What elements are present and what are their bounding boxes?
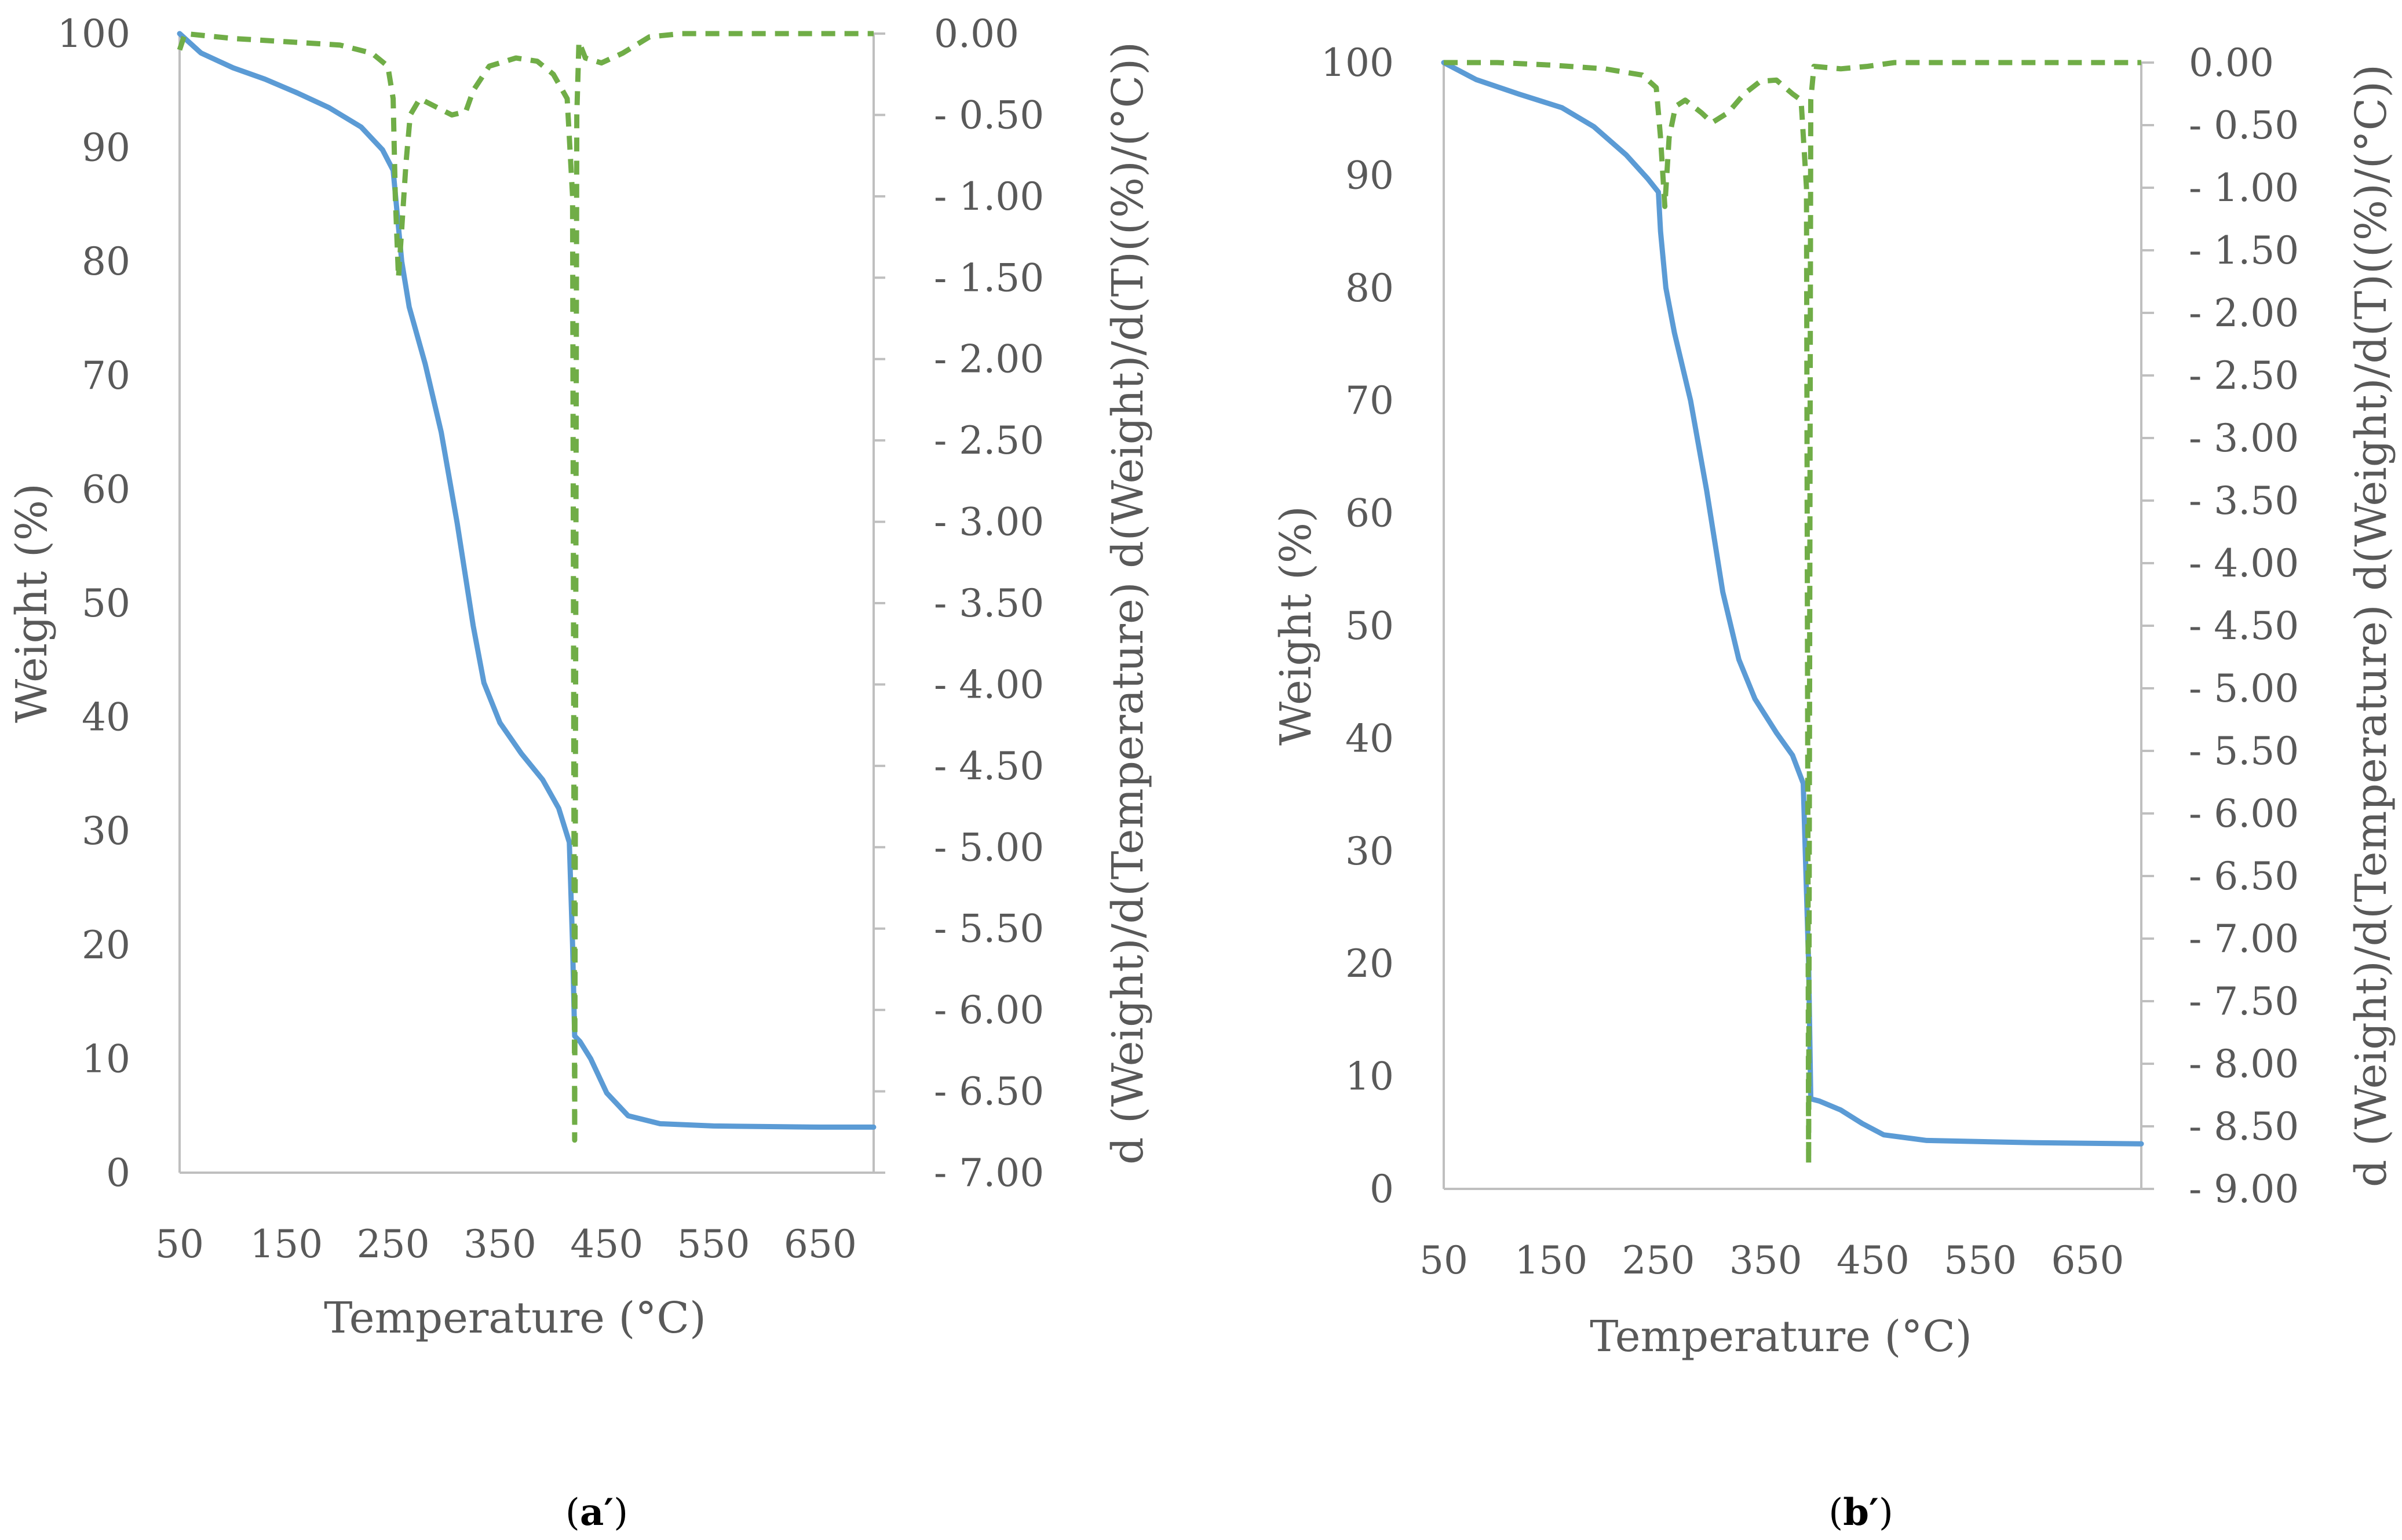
y-tick-label: 0 xyxy=(106,1151,130,1195)
weight-series-line xyxy=(1441,60,2144,1147)
y-tick-label: 10 xyxy=(82,1037,130,1081)
y2-tick-label: - 7.00 xyxy=(934,1151,1044,1195)
y2-tick-label: - 9.00 xyxy=(2189,1167,2299,1211)
chart-panel-b: 0 10 20 30 40 50 60 70 80 90 100 0.00 - 0.50 - 1.00 - … xyxy=(1271,41,2396,1534)
x-tick-label: 250 xyxy=(1622,1238,1695,1283)
y2-tick-label: - 1.00 xyxy=(934,174,1044,219)
y2-tick-label: - 7.50 xyxy=(2189,979,2299,1024)
y2-axis-title: d (Weight)/d(Temperature) d(Weight)/d(T)… xyxy=(2346,64,2396,1187)
x-tick-label: 50 xyxy=(155,1222,204,1267)
y2-tick-label: - 1.00 xyxy=(2189,166,2299,210)
panel-caption: (b′) xyxy=(1828,1491,1893,1534)
y2-tick-label: - 4.50 xyxy=(934,744,1044,789)
panel-caption-part: b′ xyxy=(1843,1491,1879,1534)
x-tick-label: 450 xyxy=(570,1222,643,1267)
y2-tick-label: 0.00 xyxy=(2189,41,2274,85)
y2-tick-label: - 5.00 xyxy=(2189,666,2299,711)
y2-tick-label: - 5.50 xyxy=(2189,729,2299,773)
y-tick-label: 40 xyxy=(1345,716,1394,761)
y-tick-label: 0 xyxy=(1370,1167,1394,1211)
y2-tick-label: - 8.00 xyxy=(2189,1042,2299,1086)
panel-caption-part: ) xyxy=(614,1491,628,1534)
y-tick-label: 80 xyxy=(82,239,130,284)
y2-tick-label: - 4.00 xyxy=(934,662,1044,707)
y2-tick-label: - 7.00 xyxy=(2189,917,2299,961)
y2-tick-label: - 2.00 xyxy=(2189,291,2299,335)
panel-caption-part: ( xyxy=(1828,1491,1843,1534)
x-tick-label: 350 xyxy=(463,1222,536,1267)
y2-tick-label: - 1.50 xyxy=(934,256,1044,300)
x-tick-label: 50 xyxy=(1419,1238,1468,1283)
y2-tick-label: - 2.50 xyxy=(2189,353,2299,398)
y2-tick-label: - 2.00 xyxy=(934,337,1044,382)
y2-tick-label: - 2.50 xyxy=(934,418,1044,463)
y2-tick-label: - 0.50 xyxy=(934,93,1044,137)
y2-tick-label: - 4.50 xyxy=(2189,604,2299,648)
x-tick-label: 550 xyxy=(1944,1238,2017,1283)
y-tick-label: 70 xyxy=(82,353,130,398)
chart-panel-a: 0 10 20 30 40 50 60 70 80 90 100 0.00 - 0.50 - 1.00 - … xyxy=(7,12,1153,1534)
y-tick-label: 60 xyxy=(82,467,130,512)
y2-tick-label: - 6.00 xyxy=(2189,791,2299,836)
y-tick-label: 100 xyxy=(57,12,130,56)
y-axis-title: Weight (%) xyxy=(1271,506,1321,746)
panel-caption-part: ) xyxy=(1879,1491,1893,1534)
y-tick-label: 30 xyxy=(1345,829,1394,874)
y-tick-label: 70 xyxy=(1345,378,1394,423)
x-tick-label: 350 xyxy=(1729,1238,1802,1283)
y2-tick-label: - 3.50 xyxy=(934,581,1044,626)
panel-caption-part: ( xyxy=(565,1491,580,1534)
y2-tick-label: - 3.00 xyxy=(2189,416,2299,461)
y2-tick-label: - 5.50 xyxy=(934,907,1044,951)
y-tick-label: 90 xyxy=(1345,153,1394,198)
y-tick-label: 20 xyxy=(82,923,130,968)
y-tick-label: 20 xyxy=(1345,941,1394,986)
x-tick-label: 150 xyxy=(250,1222,323,1267)
x-axis-title: Temperature (°C) xyxy=(1590,1312,1972,1362)
y2-tick-label: - 6.00 xyxy=(934,988,1044,1032)
y2-tick-label: - 8.50 xyxy=(2189,1104,2299,1149)
y2-axis-title: d (Weight)/d(Temperature) d(Weight)/d(T)… xyxy=(1103,42,1153,1165)
panel-caption: (a′) xyxy=(565,1491,628,1534)
y-tick-label: 50 xyxy=(82,581,130,626)
y-tick-label: 30 xyxy=(82,809,130,853)
y2-tick-label: - 4.00 xyxy=(2189,541,2299,586)
y2-tick-label: - 0.50 xyxy=(2189,103,2299,148)
y2-tick-label: - 6.50 xyxy=(2189,854,2299,899)
y2-tick-label: - 6.50 xyxy=(934,1070,1044,1114)
y-tick-label: 100 xyxy=(1321,41,1394,85)
y-tick-label: 10 xyxy=(1345,1054,1394,1099)
y2-tick-label: 0.00 xyxy=(934,12,1019,56)
y-tick-label: 80 xyxy=(1345,266,1394,311)
y-tick-label: 90 xyxy=(82,126,130,170)
x-tick-label: 150 xyxy=(1514,1238,1587,1283)
derivative-series-line xyxy=(177,31,874,1143)
x-tick-label: 650 xyxy=(784,1222,857,1267)
y-tick-label: 50 xyxy=(1345,604,1394,648)
y2-tick-label: - 3.50 xyxy=(2189,479,2299,523)
y-tick-label: 40 xyxy=(82,695,130,740)
y-tick-label: 60 xyxy=(1345,491,1394,536)
derivative-series-line xyxy=(1444,60,2141,1167)
panel-caption-part: a′ xyxy=(580,1491,614,1534)
x-axis-title: Temperature (°C) xyxy=(324,1293,706,1343)
weight-series-line xyxy=(177,31,877,1130)
x-tick-label: 250 xyxy=(357,1222,430,1267)
y-axis-title: Weight (%) xyxy=(7,483,57,723)
y2-tick-label: - 3.00 xyxy=(934,500,1044,545)
x-tick-label: 450 xyxy=(1837,1238,1910,1283)
x-tick-label: 650 xyxy=(2051,1238,2124,1283)
y2-tick-label: - 5.00 xyxy=(934,825,1044,870)
x-tick-label: 550 xyxy=(677,1222,750,1267)
y2-tick-label: - 1.50 xyxy=(2189,228,2299,273)
